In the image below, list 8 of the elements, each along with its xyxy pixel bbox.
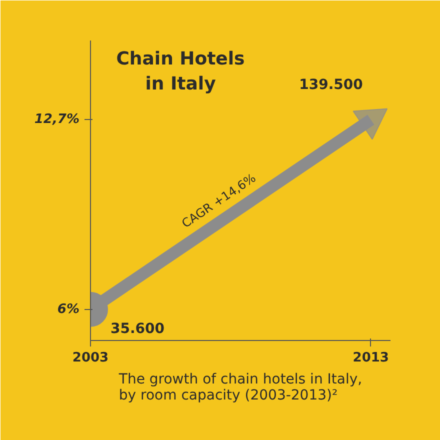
y-tick-label: 6% xyxy=(57,302,80,317)
x-tick-label: 2013 xyxy=(352,350,389,366)
annotation: 35.600 xyxy=(110,320,165,337)
y-tick-label: 12,7% xyxy=(34,112,80,128)
annotation: 139.500 xyxy=(299,77,364,94)
text: Chain Hotels in Italy xyxy=(116,48,245,95)
x-tick-label: 2003 xyxy=(72,350,109,366)
text: The growth of chain hotels in Italy, by room capacity (2003-2013)² xyxy=(118,372,362,404)
